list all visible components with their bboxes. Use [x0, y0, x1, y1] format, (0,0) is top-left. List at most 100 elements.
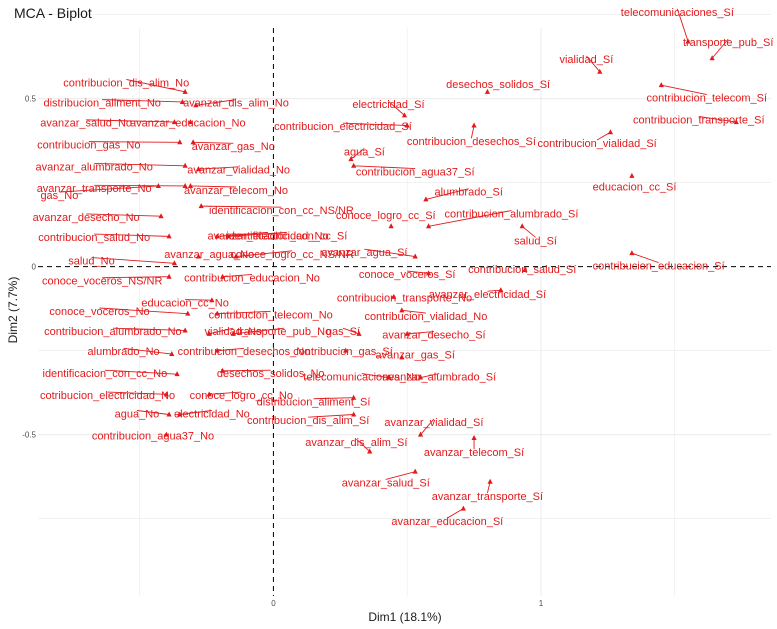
point-label: telecomunicaciones_Sí: [621, 7, 734, 19]
point-marker: [169, 351, 175, 357]
point-label: conoce_voceros_NS/NR: [42, 276, 163, 288]
point-marker: [158, 213, 164, 219]
point-marker: [177, 139, 183, 145]
point-label: conoce_voceros_No: [49, 306, 149, 318]
point-label: avanzar_educacion_Sí: [391, 516, 503, 528]
axis-ticks: 0 1 -0.5 0 0.5: [22, 95, 544, 608]
point-label: contribucion_educacion_No: [184, 272, 320, 284]
point-label: contribucion_salud_No: [38, 232, 150, 244]
label-connector: [112, 327, 186, 331]
point-marker: [182, 182, 188, 188]
y-axis-title: Dim2 (7.7%): [6, 277, 20, 344]
point-marker: [195, 253, 202, 259]
point-marker: [187, 182, 194, 188]
label-connector: [401, 309, 426, 314]
point-label: educacion_cc_Sí: [593, 182, 677, 194]
point-label: contribucion_educacion_Sí: [593, 261, 725, 273]
point-label: telecomunicaciones_No: [303, 371, 420, 383]
label-connector: [201, 205, 282, 208]
point-label: avanzar_gas_Sí: [375, 350, 455, 362]
point-label: gas_No: [40, 190, 78, 202]
label-connector: [470, 125, 475, 139]
label-connector: [364, 248, 416, 257]
label-connector: [217, 347, 245, 352]
label-connector: [676, 8, 689, 42]
point-label: vialidad_Sí: [559, 54, 613, 66]
label-connector: [91, 257, 175, 264]
point-label: avanzar_transporte_Sí: [432, 491, 543, 503]
label-connector: [104, 369, 178, 375]
label-connector: [313, 397, 354, 400]
point-marker: [177, 411, 183, 417]
point-label: gas_Sí: [326, 326, 360, 338]
point-label: contribucion_telecom_Sí: [647, 92, 767, 104]
point-label: avanzar_electricidad_No: [208, 230, 329, 242]
point-marker: [351, 411, 357, 417]
point-label: distribucion_aliment_No: [44, 98, 161, 110]
point-marker: [219, 367, 226, 373]
point-label: avanzar_vialidad_Sí: [384, 417, 483, 429]
point-marker: [166, 233, 172, 239]
point-marker: [487, 478, 493, 484]
label-connector: [209, 391, 242, 395]
point-marker: [155, 182, 161, 188]
label-connector: [407, 270, 429, 274]
point-label: contribucion_salud_Sí: [468, 264, 576, 276]
point-marker: [460, 505, 466, 511]
point-label: avanzar_desecho_No: [33, 212, 140, 224]
point-marker: [399, 307, 405, 313]
point-marker: [629, 250, 635, 256]
point-marker: [209, 297, 215, 303]
point-marker: [597, 68, 603, 74]
point-label: avanzar_dis_alim_Sí: [305, 437, 407, 449]
point-label: agua_No: [115, 408, 160, 420]
point-marker: [179, 98, 186, 104]
point-label: distribucion_aliment_Sí: [257, 397, 371, 409]
label-connector: [107, 391, 167, 395]
point-marker: [401, 112, 408, 118]
point-label: electricidad_Sí: [352, 99, 424, 111]
point-marker: [190, 139, 196, 145]
x-axis-title: Dim1 (18.1%): [368, 610, 441, 624]
point-marker: [404, 330, 410, 336]
point-marker: [214, 233, 220, 239]
point-label: conoce_voceros_Sí: [359, 269, 456, 281]
label-connector: [407, 331, 434, 335]
point-label: avanzar_electricidad_Sí: [429, 289, 546, 301]
label-connector: [661, 84, 707, 96]
point-marker: [182, 162, 188, 168]
label-connector: [136, 410, 170, 415]
label-connector: [195, 99, 237, 106]
point-marker: [195, 166, 202, 172]
point-label: contribucion_desechos_No: [178, 346, 311, 358]
point-label: conoce_logro_cc_No: [190, 390, 293, 402]
point-label: transporte_pub_No: [237, 326, 331, 338]
point-marker: [206, 330, 212, 336]
point-label: avanzar_dis_alim_No: [183, 98, 289, 110]
label-connector: [586, 55, 601, 72]
point-marker: [404, 122, 410, 128]
zero-lines: [38, 28, 771, 596]
point-marker: [658, 82, 664, 88]
y-tick-label: -0.5: [22, 431, 36, 440]
point-marker: [214, 347, 220, 353]
point-marker: [498, 287, 504, 293]
point-label: avanzar_transporte_No: [37, 183, 152, 195]
label-connector: [179, 410, 212, 415]
label-connector: [308, 414, 354, 418]
point-label: alumbrado_No: [88, 346, 160, 358]
label-connectors: [59, 8, 737, 519]
point-label: avanzar_agua_No: [164, 249, 254, 261]
point-label: agua_Sí: [344, 146, 385, 158]
point-label: contribucion_transporte_No: [337, 292, 472, 304]
point-marker: [733, 119, 739, 125]
point-label: contribucion_agua37_Sí: [356, 166, 475, 178]
label-connector: [86, 119, 175, 123]
label-connector: [88, 141, 180, 143]
point-label: avanzar_desecho_Sí: [382, 329, 485, 341]
point-marker: [166, 411, 172, 417]
label-connector: [388, 100, 405, 116]
label-connector: [94, 233, 170, 237]
label-connector: [353, 165, 416, 169]
point-label: alumbrado_Sí: [434, 187, 503, 199]
